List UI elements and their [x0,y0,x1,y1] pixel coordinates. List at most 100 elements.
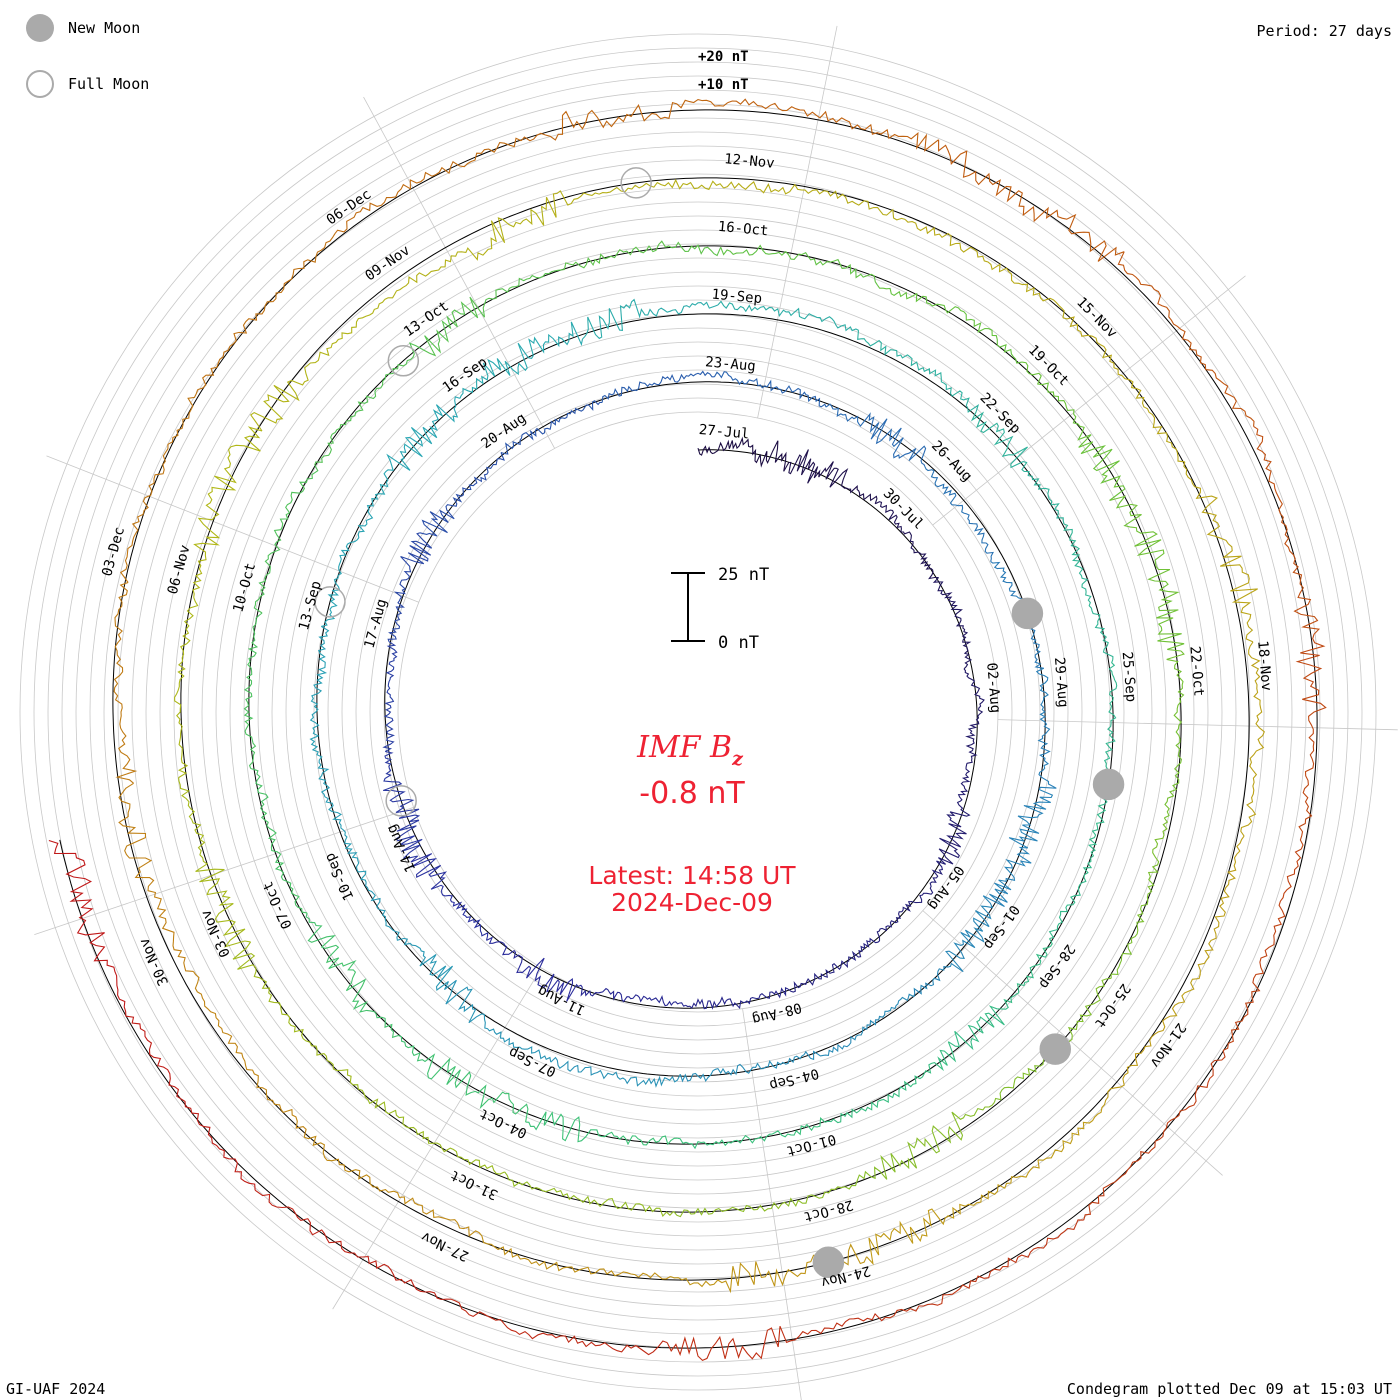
series-segment [253,464,319,614]
grid-circle [397,411,999,1013]
date-label: 18-Nov [1254,640,1274,692]
zero-reference-spiral [59,109,1318,1349]
plotted-timestamp: Condegram plotted Dec 09 at 15:03 UT [1066,1380,1392,1398]
grid-circle [47,61,1349,1363]
series-segment [1164,650,1185,819]
grid-circle [257,271,1139,1153]
new-moon-marker [1092,768,1125,801]
series-segment [932,577,973,670]
series-segment [1035,667,1057,790]
series-segment [825,403,927,468]
series-segment [723,181,906,221]
latest-time: Latest: 14:58 UT [588,861,796,890]
series-segment [321,502,374,627]
series-segment [1037,1015,1171,1161]
series-segment [601,370,715,403]
date-label: 02-Aug [983,662,1003,714]
grid-circle [327,341,1069,1083]
grid-circle [75,89,1321,1335]
grid-circle [33,47,1363,1377]
full-moon-marker [387,345,420,377]
series-segment [387,532,433,642]
new-moon-marker [1039,1033,1072,1065]
date-label: 06-Nov [165,543,194,596]
series-segment [113,581,138,784]
date-label: 14-Aug [384,822,420,875]
grid-spoke [46,455,419,603]
date-label: 22-Oct [1186,645,1206,697]
date-label: 31-Oct [448,1166,501,1202]
series-segment [1222,848,1302,1051]
series-segment [384,206,545,300]
series-segment [365,882,454,992]
series-segment [232,941,354,1086]
grid-spoke [332,967,542,1310]
series-segment [334,137,522,235]
date-label: 04-Oct [477,1105,530,1141]
series-segment [444,979,552,1063]
series-segment [720,244,878,286]
series-segment [727,98,939,152]
grid-circle [187,201,1209,1223]
series-segment [697,436,790,472]
date-label: 30-Nov [136,935,172,988]
series-segment [371,396,461,503]
grid-circle [173,187,1223,1237]
series-segment [1021,361,1126,501]
grid-circle [131,145,1265,1279]
date-label: 25-Sep [1119,651,1139,703]
scale-bar-bottom-label: 0 nT [718,633,759,653]
series-segment [1295,634,1327,850]
date-label: 28-Sep [1036,941,1078,992]
series-segment [679,1054,805,1083]
date-label: 12-Nov [723,151,775,172]
ring-label-plus-10: +10 nT [698,77,749,93]
new-moon-marker [1011,597,1044,630]
date-label: 29-Aug [1051,657,1071,709]
series-segment [192,426,263,598]
period-label: Period: 27 days [1256,22,1392,40]
grid-spoke [932,275,1246,526]
series-segment [398,1034,529,1123]
grid-circle [313,327,1083,1097]
full-moon-marker [314,586,346,618]
grid-circle [61,75,1335,1349]
series-segment [982,788,1054,907]
date-label: 09-Nov [362,242,413,284]
grid-circle [215,229,1181,1195]
series-segment [317,759,367,883]
new-moon-icon [26,14,54,42]
series-segment [717,300,859,332]
series-segment [314,342,424,466]
grid-spoke [757,25,838,419]
series-segment [459,321,584,399]
series-segment [788,449,878,504]
series-segment [254,1189,452,1301]
full-moon-label: Full Moon [68,75,150,93]
series-segment [1240,641,1265,837]
series-segment [520,99,729,142]
series-segment [550,1056,681,1088]
grid-circle [159,173,1237,1251]
series-segment [486,936,583,1002]
series-segment [541,178,725,218]
series-segment [874,501,939,580]
series-segment [561,240,722,271]
series-segment [304,1135,480,1237]
series-segment [1170,835,1245,1017]
series-segment [48,839,126,1007]
series-segment [422,269,562,357]
credit-label: GI-UAF 2024 [6,1380,106,1398]
series-segment [1083,1050,1226,1221]
grid-spoke [363,96,556,449]
series-segment [803,993,915,1061]
series-segment [1253,425,1321,635]
series-segment [876,857,946,941]
grid-circle [341,355,1055,1069]
series-segment [119,389,199,583]
series-segment [250,299,386,432]
grid-spoke [922,910,1223,1176]
new-moon-marker [812,1246,845,1278]
series-segment [118,782,194,972]
moon-markers [314,167,1125,1278]
